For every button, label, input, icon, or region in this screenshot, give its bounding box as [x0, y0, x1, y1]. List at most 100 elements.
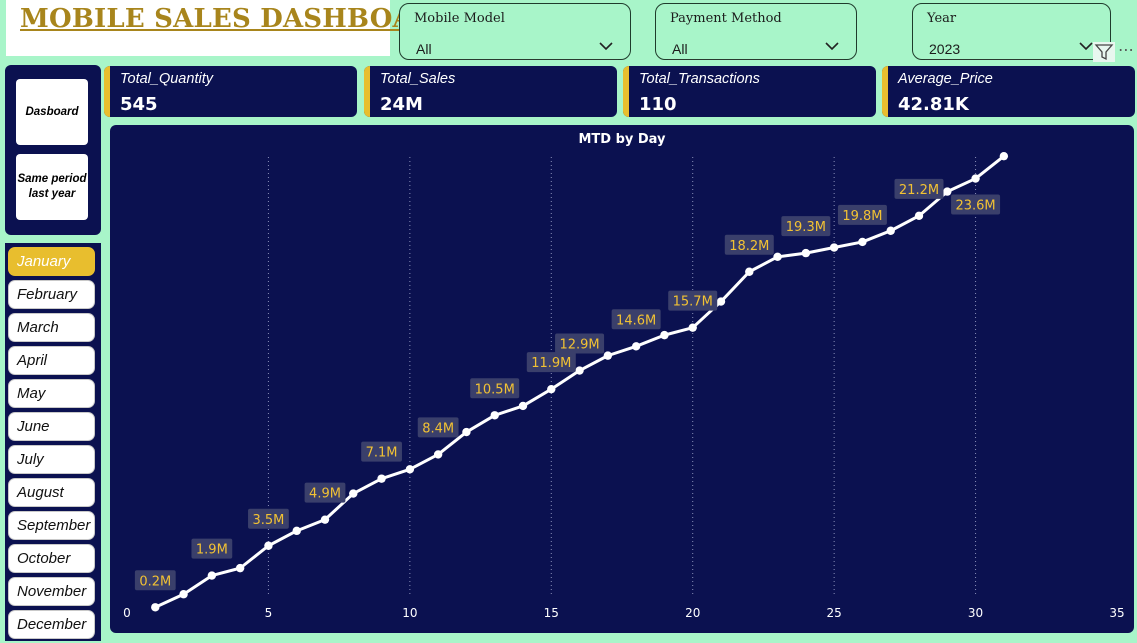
- data-point[interactable]: [631, 342, 641, 351]
- data-label-bg: [470, 378, 520, 399]
- data-point[interactable]: [801, 248, 811, 258]
- chart-title: MTD by Day: [578, 132, 666, 147]
- data-label: 18.2M: [724, 234, 774, 255]
- month-button-may[interactable]: May: [8, 379, 95, 408]
- same-period-last-year-button[interactable]: Same period last year: [16, 154, 88, 220]
- data-point[interactable]: [462, 427, 471, 437]
- data-label: 15.7M: [668, 290, 718, 311]
- month-button-march[interactable]: March: [8, 313, 95, 342]
- chevron-down-icon[interactable]: [824, 40, 840, 52]
- month-button-april[interactable]: April: [8, 346, 95, 375]
- kpi-label: Total_Sales: [380, 71, 456, 87]
- data-label-text: 10.5M: [475, 382, 515, 397]
- data-label-text: 7.1M: [366, 446, 398, 461]
- data-point[interactable]: [603, 351, 613, 360]
- kpi-value: 24M: [380, 94, 423, 115]
- mobile-model-slicer[interactable]: Mobile Model All: [399, 3, 631, 60]
- data-point[interactable]: [264, 541, 273, 550]
- payment-method-label: Payment Method: [670, 11, 782, 26]
- mobile-model-dropdown[interactable]: All: [412, 36, 618, 60]
- chevron-down-icon[interactable]: [1078, 40, 1094, 52]
- kpi-value: 545: [120, 94, 158, 115]
- more-options-icon[interactable]: ⋯: [1118, 40, 1135, 59]
- data-point[interactable]: [660, 330, 669, 340]
- month-button-august[interactable]: August: [8, 478, 95, 507]
- data-label-bg: [781, 216, 831, 237]
- payment-method-slicer[interactable]: Payment Method All: [655, 3, 857, 60]
- data-point[interactable]: [235, 563, 245, 573]
- x-tick-label: 20: [685, 606, 700, 620]
- month-button-june[interactable]: June: [8, 412, 95, 441]
- data-label-bg: [248, 508, 289, 529]
- x-tick-label: 30: [968, 606, 983, 620]
- data-point[interactable]: [943, 187, 952, 196]
- month-button-february[interactable]: February: [8, 280, 95, 309]
- data-point[interactable]: [490, 411, 499, 420]
- data-point[interactable]: [575, 366, 584, 375]
- filter-icon[interactable]: [1093, 42, 1115, 62]
- chevron-down-icon[interactable]: [598, 40, 614, 52]
- data-label-text: 19.3M: [786, 220, 826, 235]
- year-dropdown[interactable]: 2023: [925, 36, 1098, 60]
- data-point[interactable]: [773, 252, 782, 262]
- data-point[interactable]: [151, 603, 160, 612]
- month-button-december[interactable]: December: [8, 610, 95, 639]
- data-point[interactable]: [745, 267, 754, 276]
- data-point[interactable]: [292, 526, 301, 536]
- kpi-label: Average_Price: [898, 71, 993, 87]
- data-label-text: 15.7M: [673, 295, 713, 310]
- data-point[interactable]: [971, 174, 980, 183]
- data-label-text: 1.9M: [196, 543, 228, 558]
- data-point[interactable]: [547, 384, 556, 394]
- data-point[interactable]: [688, 323, 697, 332]
- data-point[interactable]: [518, 401, 528, 411]
- dashboard-button[interactable]: Dasboard: [16, 79, 88, 145]
- data-point[interactable]: [886, 226, 895, 235]
- data-label-text: 4.9M: [309, 487, 341, 502]
- data-label: 19.3M: [781, 216, 831, 237]
- data-point[interactable]: [320, 515, 330, 524]
- data-label-bg: [191, 538, 233, 559]
- data-label-bg: [361, 441, 402, 462]
- data-point[interactable]: [405, 465, 415, 474]
- data-point[interactable]: [207, 571, 217, 580]
- x-tick-label: 35: [1109, 606, 1124, 620]
- kpi-accent-bar: [623, 66, 629, 117]
- data-label: 11.9M: [526, 352, 576, 373]
- navigation-panel: Dasboard Same period last year: [5, 65, 101, 235]
- data-point[interactable]: [914, 211, 924, 221]
- data-point[interactable]: [433, 450, 443, 459]
- data-label-bg: [611, 309, 661, 330]
- mtd-by-day-chart[interactable]: MTD by Day 0 5 10 15 20 25 30 35 0.2M 1.9M 3.5M 4.9…: [110, 125, 1134, 633]
- kpi-card-total-quantity: Total_Quantity 545: [104, 66, 357, 117]
- same-period-button-label: Same period last year: [17, 173, 87, 200]
- kpi-card-total-transactions: Total_Transactions 110: [623, 66, 876, 117]
- kpi-value: 42.81K: [898, 94, 969, 115]
- year-slicer[interactable]: Year 2023: [912, 3, 1111, 60]
- data-point[interactable]: [716, 297, 726, 306]
- page-title: MOBILE SALES DASHBOARD: [20, 4, 458, 34]
- data-label: 7.1M: [361, 441, 402, 462]
- month-button-july[interactable]: July: [8, 445, 95, 474]
- data-label-text: 21.2M: [899, 183, 939, 198]
- month-button-october[interactable]: October: [8, 544, 95, 573]
- data-point[interactable]: [377, 474, 386, 483]
- data-point[interactable]: [349, 489, 358, 498]
- data-point[interactable]: [829, 243, 839, 252]
- data-label-bg: [668, 290, 718, 311]
- payment-method-value: All: [672, 41, 688, 57]
- data-label-bg: [555, 333, 605, 354]
- month-button-september[interactable]: September: [8, 511, 95, 540]
- mtd-line-chart: MTD by Day 0 5 10 15 20 25 30 35 0.2M 1.9M 3.5M 4.9…: [123, 132, 1124, 620]
- payment-method-dropdown[interactable]: All: [668, 36, 844, 60]
- data-label-text: 8.4M: [422, 421, 454, 436]
- data-point[interactable]: [858, 237, 867, 247]
- month-button-november[interactable]: November: [8, 577, 95, 606]
- data-label-bg: [304, 482, 346, 503]
- dashboard-button-label: Dasboard: [25, 105, 79, 118]
- data-point[interactable]: [999, 151, 1009, 161]
- month-button-january[interactable]: January: [8, 247, 95, 276]
- data-point[interactable]: [179, 590, 188, 599]
- kpi-label: Total_Quantity: [120, 71, 213, 87]
- data-label: 23.6M: [951, 194, 1001, 215]
